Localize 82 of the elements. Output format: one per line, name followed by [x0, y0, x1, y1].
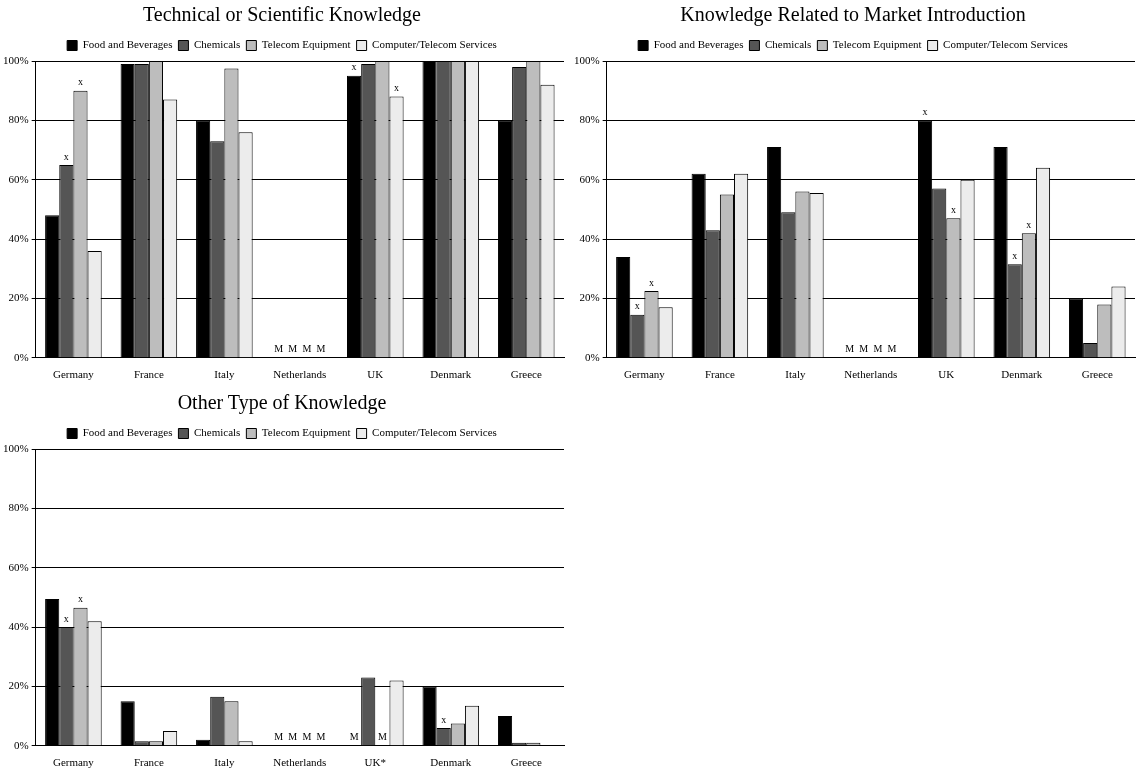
legend-label: Computer/Telecom Services	[372, 38, 497, 51]
legend-label: Food and Beverages	[82, 426, 173, 439]
y-tick-label: 20%	[8, 679, 29, 692]
chart-title: Other Type of Knowledge	[177, 391, 387, 415]
y-tick-label: 80%	[8, 113, 29, 126]
x-tick-label: Greece	[510, 756, 542, 769]
x-tick-label: UK*	[364, 756, 386, 769]
data-label: x	[394, 82, 400, 94]
text: M	[873, 343, 883, 355]
data-label: x	[922, 105, 928, 117]
x-tick-label: France	[133, 756, 164, 769]
legend-label: Chemicals	[764, 38, 812, 51]
text: M	[302, 731, 312, 743]
data-label: x	[63, 150, 69, 162]
data-label: x	[63, 612, 69, 624]
y-tick-label: 0%	[13, 350, 29, 363]
text: M	[859, 343, 869, 355]
legend-label: Telecom Equipment	[261, 38, 351, 51]
x-tick-label: Germany	[52, 368, 95, 381]
x-tick-label: UK	[367, 368, 384, 381]
y-tick-label: 100%	[2, 441, 29, 454]
data-label: x	[1012, 249, 1018, 261]
data-label: x	[1026, 218, 1032, 230]
text: M	[302, 343, 312, 355]
y-tick-label: 80%	[8, 501, 29, 514]
y-tick-label: 0%	[584, 350, 600, 363]
y-tick-label: 60%	[8, 172, 29, 185]
text: M	[316, 343, 326, 355]
legend-label: Food and Beverages	[82, 38, 173, 51]
chart-title: Knowledge Related to Market Introduction	[680, 3, 1026, 27]
legend-label: Computer/Telecom Services	[943, 38, 1068, 51]
legend-label: Telecom Equipment	[261, 426, 351, 439]
x-tick-label: Germany	[52, 756, 95, 769]
text: M	[288, 731, 298, 743]
bar	[120, 701, 135, 746]
x-tick-label: Denmark	[430, 368, 472, 381]
x-tick-label: Netherlands	[273, 368, 327, 381]
data-label: x	[648, 276, 654, 288]
x-tick-label: Germany	[623, 368, 666, 381]
y-tick-label: 40%	[8, 231, 29, 244]
text: M	[349, 731, 359, 743]
y-tick-label: 40%	[8, 619, 29, 632]
x-tick-label: France	[704, 368, 735, 381]
text: M	[377, 731, 387, 743]
x-tick-label: Italy	[214, 756, 235, 769]
text: M	[845, 343, 855, 355]
legend-label: Telecom Equipment	[832, 38, 922, 51]
text: M	[288, 343, 298, 355]
x-tick-label: France	[133, 368, 164, 381]
y-tick-label: 60%	[579, 172, 600, 185]
y-tick-label: 0%	[13, 738, 29, 751]
x-tick-label: Italy	[785, 368, 806, 381]
x-tick-label: Greece	[510, 368, 542, 381]
data-label: x	[77, 593, 83, 605]
data-label: x	[441, 713, 447, 725]
x-tick-label: Netherlands	[844, 368, 898, 381]
y-tick-label: 100%	[2, 53, 29, 66]
legend-label: Chemicals	[193, 38, 241, 51]
y-tick-label: 20%	[579, 291, 600, 304]
x-tick-label: UK	[938, 368, 955, 381]
x-tick-label: Greece	[1081, 368, 1113, 381]
legend-label: Chemicals	[193, 426, 241, 439]
legend-label: Food and Beverages	[653, 38, 744, 51]
text: M	[274, 731, 284, 743]
chart-title: Technical or Scientific Knowledge	[143, 3, 422, 27]
y-tick-label: 100%	[573, 53, 600, 66]
y-tick-label: 20%	[8, 291, 29, 304]
text: M	[274, 343, 284, 355]
text: M	[316, 731, 326, 743]
y-tick-label: 40%	[579, 231, 600, 244]
x-tick-label: Denmark	[1001, 368, 1043, 381]
data-label: x	[950, 203, 956, 215]
data-label: x	[77, 76, 83, 88]
x-tick-label: Netherlands	[273, 756, 327, 769]
x-tick-label: Italy	[214, 368, 235, 381]
text: M	[887, 343, 897, 355]
x-tick-label: Denmark	[430, 756, 472, 769]
data-label: x	[351, 61, 357, 73]
y-tick-label: 60%	[8, 560, 29, 573]
data-label: x	[634, 300, 640, 312]
y-tick-label: 80%	[579, 113, 600, 126]
legend-label: Computer/Telecom Services	[372, 426, 497, 439]
